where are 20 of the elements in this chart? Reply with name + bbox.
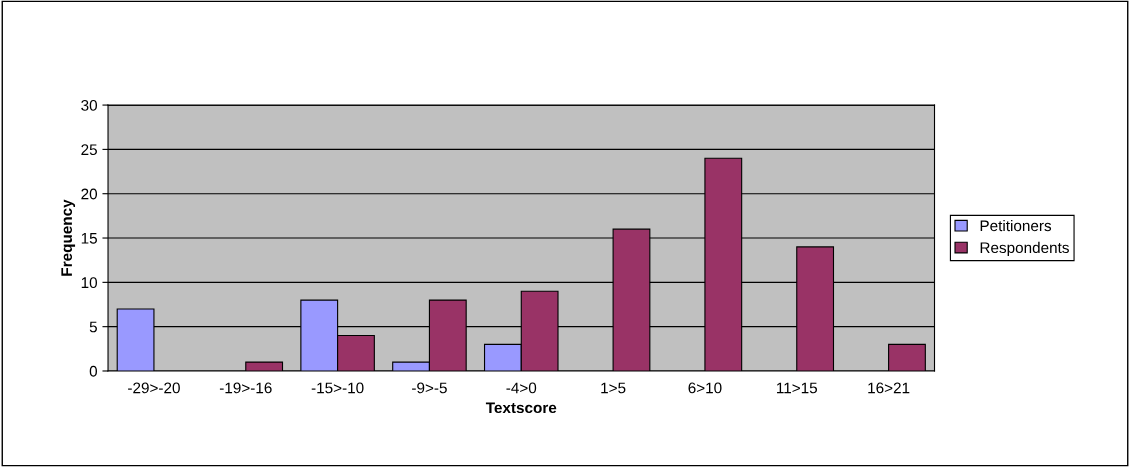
x-tick-label: -15>-10 xyxy=(311,382,364,394)
x-axis-title: Textscore xyxy=(485,402,557,414)
legend-label: Respondents xyxy=(980,241,1069,257)
x-tick-label: -4>0 xyxy=(506,382,537,394)
x-tick-label: 11>15 xyxy=(777,382,818,394)
legend-label: Petitioners xyxy=(980,219,1052,232)
y-tick-label: 25 xyxy=(81,144,97,156)
x-tick-label: -29>-20 xyxy=(128,382,180,394)
x-tick-label: -9>-5 xyxy=(412,382,447,394)
x-tick-label: 1>5 xyxy=(601,382,626,394)
y-tick-label: 5 xyxy=(89,321,97,333)
x-tick-label: -19>-16 xyxy=(219,382,272,394)
y-tick-label: 0 xyxy=(89,365,98,377)
x-tick-label: 16>21 xyxy=(868,382,910,394)
y-tick-label: 20 xyxy=(81,188,98,200)
y-tick-label: 15 xyxy=(81,233,97,244)
y-tick-label: 10 xyxy=(81,277,98,289)
y-axis-title: Frequency xyxy=(61,199,76,276)
y-tick-label: 30 xyxy=(81,99,98,111)
x-tick-label: 6>10 xyxy=(688,382,722,394)
